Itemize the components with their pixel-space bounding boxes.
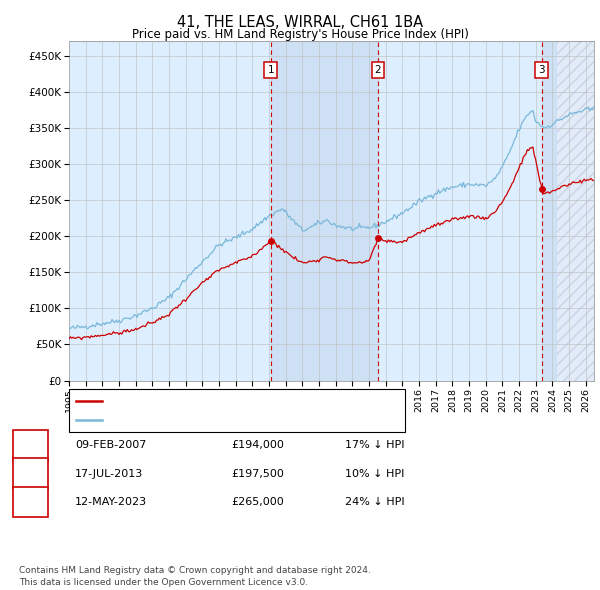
Text: £194,000: £194,000 [231, 441, 284, 450]
Text: 1: 1 [268, 65, 274, 75]
Text: 10% ↓ HPI: 10% ↓ HPI [345, 469, 404, 478]
Text: 12-MAY-2023: 12-MAY-2023 [75, 497, 147, 507]
Text: 17-JUL-2013: 17-JUL-2013 [75, 469, 143, 478]
Text: 24% ↓ HPI: 24% ↓ HPI [345, 497, 404, 507]
Bar [542, 41, 594, 381]
Text: £197,500: £197,500 [231, 469, 284, 478]
Text: Contains HM Land Registry data © Crown copyright and database right 2024.
This d: Contains HM Land Registry data © Crown c… [19, 566, 371, 587]
Text: 3: 3 [538, 65, 545, 75]
Text: 3: 3 [27, 497, 34, 507]
Text: £265,000: £265,000 [231, 497, 284, 507]
Text: 17% ↓ HPI: 17% ↓ HPI [345, 441, 404, 450]
Text: 41, THE LEAS, WIRRAL, CH61 1BA: 41, THE LEAS, WIRRAL, CH61 1BA [177, 15, 423, 30]
Text: 2: 2 [374, 65, 382, 75]
Text: HPI: Average price, detached house, Wirral: HPI: Average price, detached house, Wirr… [107, 415, 331, 425]
Text: 1: 1 [27, 441, 34, 450]
Text: Price paid vs. HM Land Registry's House Price Index (HPI): Price paid vs. HM Land Registry's House … [131, 28, 469, 41]
Text: 09-FEB-2007: 09-FEB-2007 [75, 441, 146, 450]
Bar [557, 41, 594, 381]
Bar [271, 41, 378, 381]
Text: 2: 2 [27, 469, 34, 478]
Text: 41, THE LEAS, WIRRAL, CH61 1BA (detached house): 41, THE LEAS, WIRRAL, CH61 1BA (detached… [107, 396, 377, 407]
